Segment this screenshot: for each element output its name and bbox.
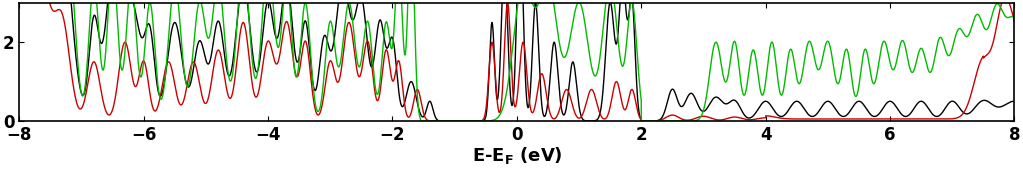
X-axis label: $\mathbf{E}$-$\mathbf{E_F}$ $\mathbf{(eV)}$: $\mathbf{E}$-$\mathbf{E_F}$ $\mathbf{(eV… [472, 145, 563, 166]
